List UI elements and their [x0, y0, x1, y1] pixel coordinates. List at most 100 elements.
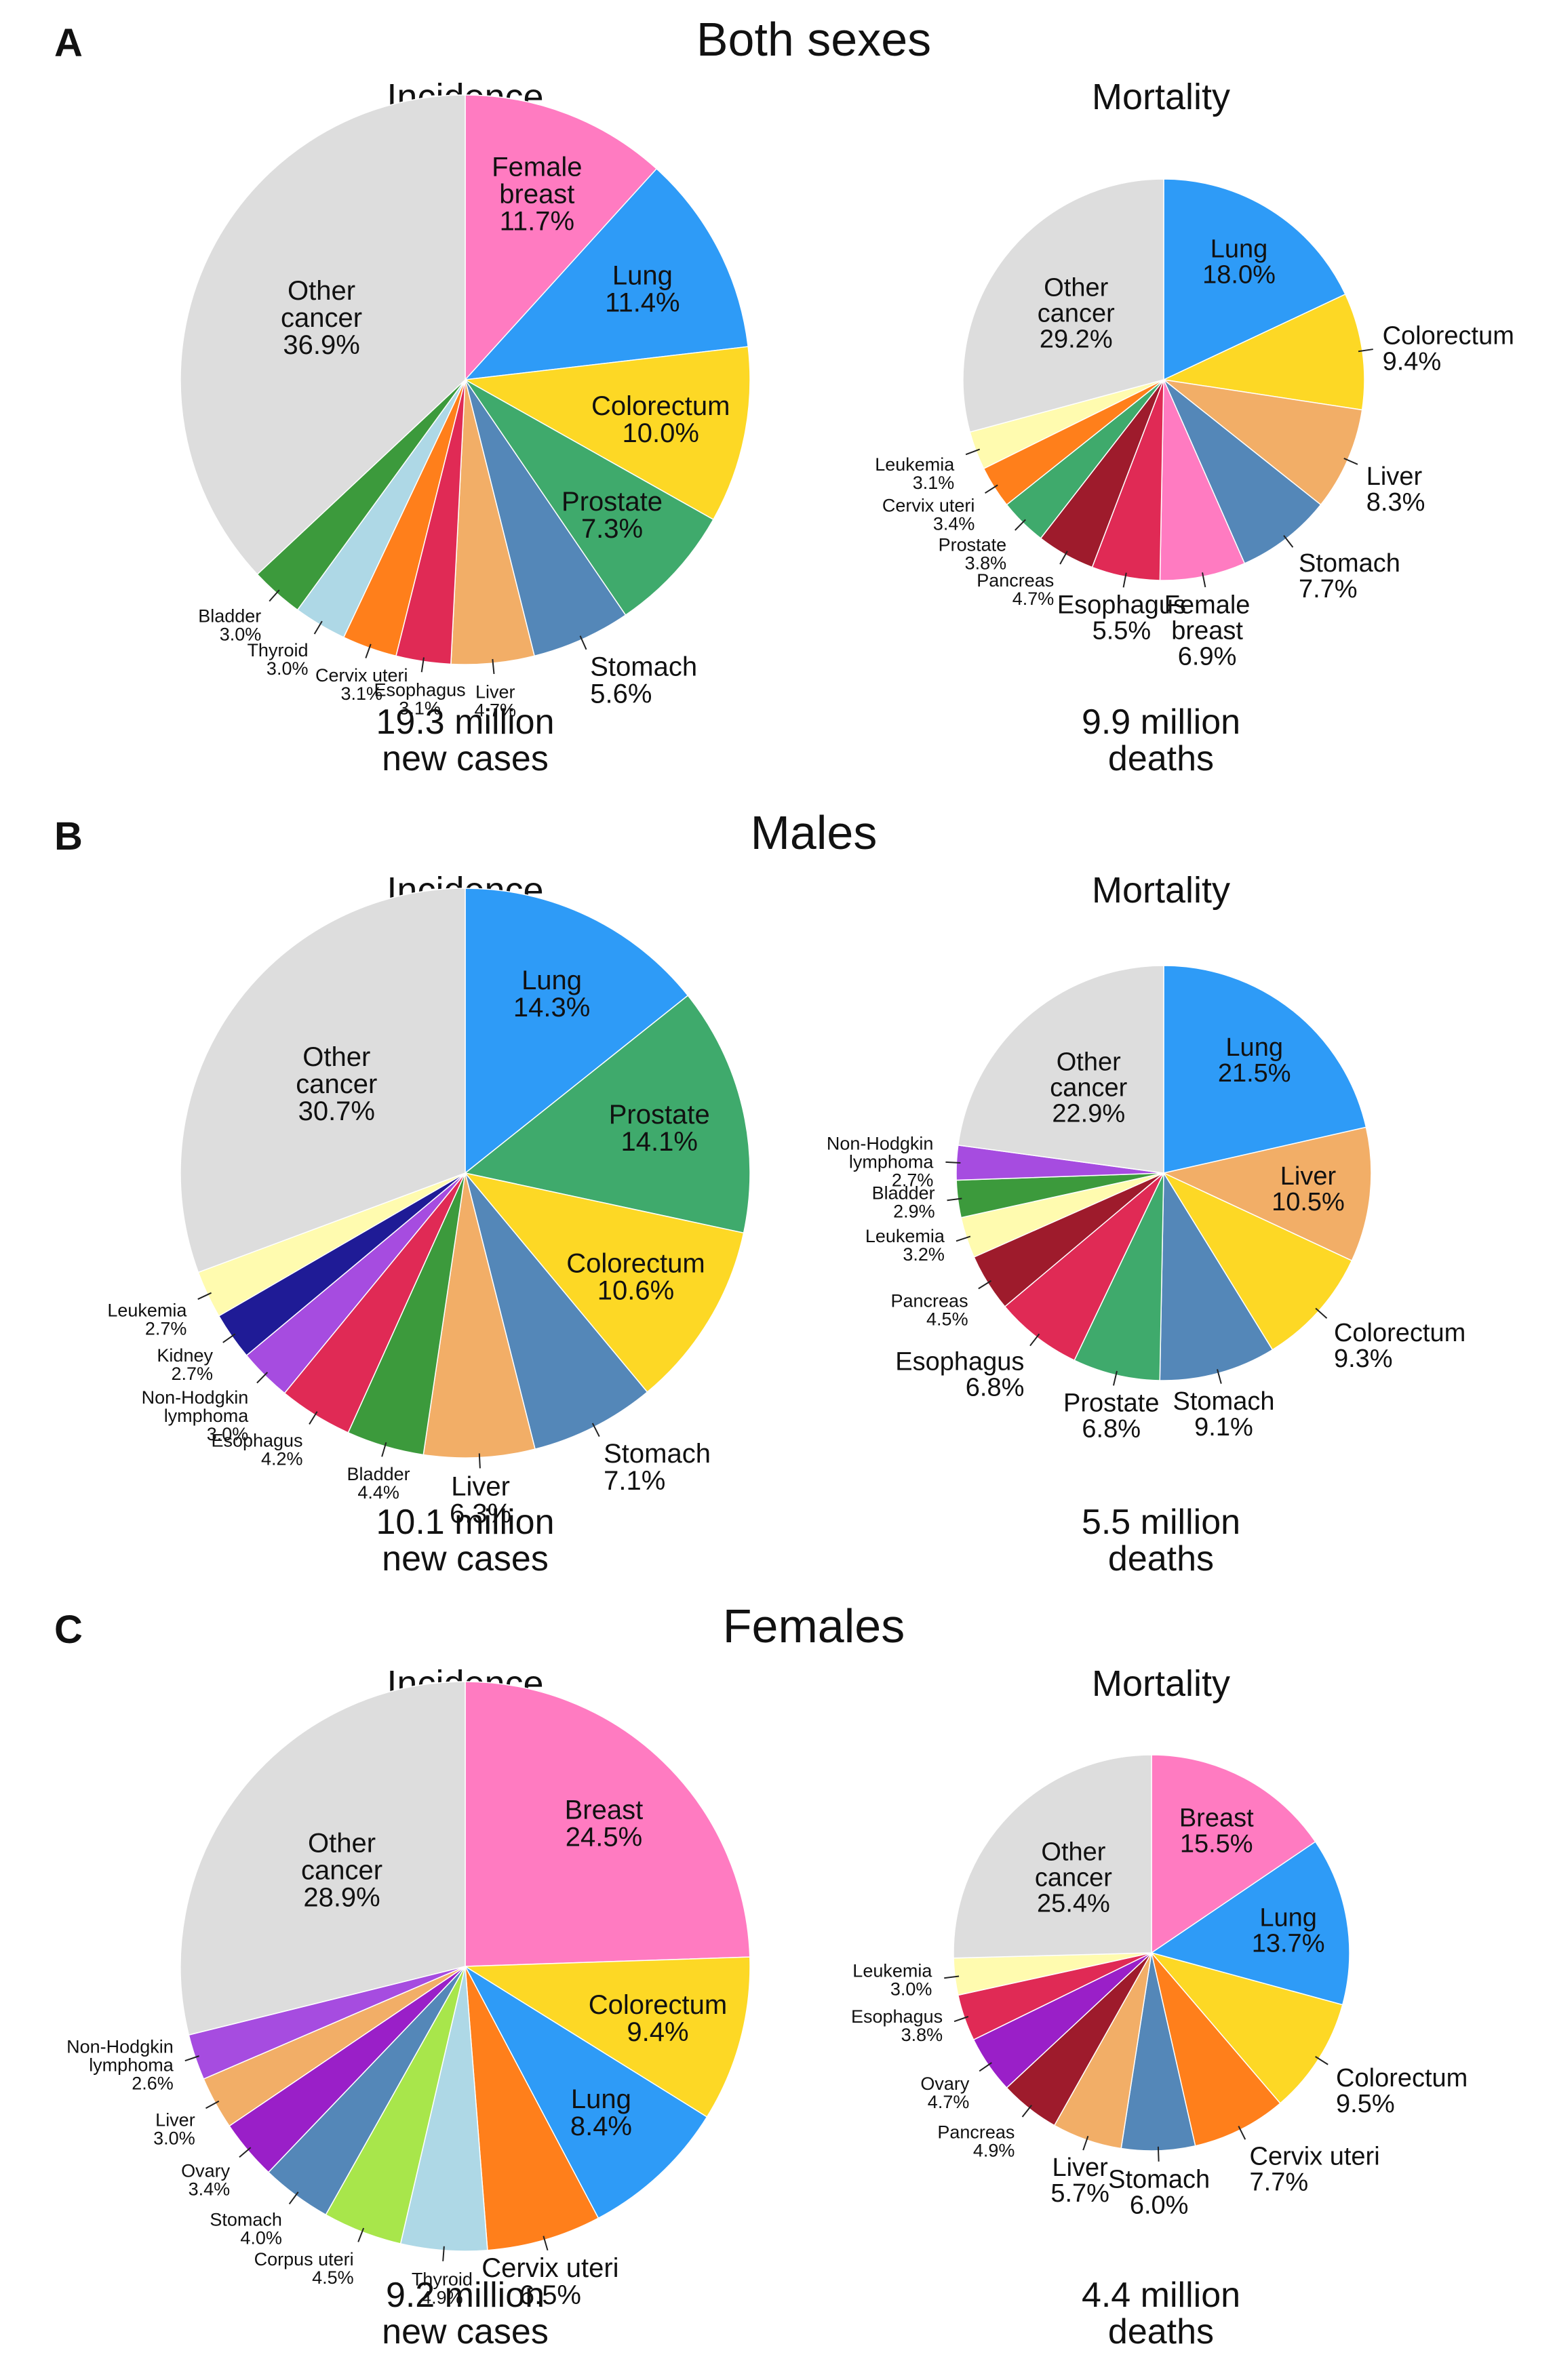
total-line1: 4.4 million — [1081, 2276, 1241, 2315]
pie-slice — [463, 1956, 751, 2118]
panel-title: Females — [722, 1600, 905, 1652]
slice-value: 4.9% — [973, 2141, 1015, 2161]
pie-b-incidence — [180, 888, 751, 1459]
slice-label: Pancreas — [891, 1291, 968, 1311]
leader-line — [1343, 458, 1358, 465]
leader-line — [1082, 2135, 1089, 2151]
slice-value: 6.8% — [1082, 1415, 1141, 1444]
slice-label: Thyroid — [247, 640, 308, 660]
slice-value: 4.7% — [1012, 589, 1055, 609]
pie-slice — [1163, 965, 1367, 1174]
slice-value: 6.0% — [1130, 2191, 1189, 2220]
slice-label: Non-Hodgkin — [827, 1133, 934, 1153]
pie-slice — [957, 965, 1164, 1174]
pie-slice — [962, 178, 1164, 433]
leader-line — [205, 2100, 220, 2109]
slice-label: Liver — [451, 1471, 510, 1501]
pie-slice — [464, 1172, 745, 1393]
slice-value: 2.6% — [132, 2073, 174, 2093]
slice-value: 7.7% — [1299, 575, 1358, 603]
slice-value: 14.1% — [621, 1127, 698, 1157]
slice-label: Bladder — [872, 1183, 935, 1203]
slice-value: 3.1% — [913, 473, 955, 493]
total-line2: deaths — [1107, 2312, 1215, 2352]
slice-value: 4.0% — [240, 2227, 282, 2248]
slice-label: Kidney — [157, 1345, 213, 1366]
slice-value: 22.9% — [1052, 1100, 1125, 1128]
total-line1: 19.3 million — [376, 702, 555, 742]
panel-a: A Both sexes Incidence Mortality 19.3 mi… — [0, 0, 1555, 793]
leader-line — [579, 635, 587, 650]
slice-value: 5.5% — [1093, 617, 1152, 646]
slice-label-line2: cancer — [1050, 1074, 1127, 1103]
pie-slice — [464, 1964, 708, 2219]
slice-label: Cervix uteri — [481, 2253, 618, 2283]
slice-value: 10.0% — [623, 418, 699, 448]
leader-line — [288, 2191, 299, 2205]
slice-value: 3.1% — [340, 683, 382, 704]
slice-label-line2: lymphoma — [89, 2055, 174, 2075]
slice-label: Prostate — [609, 1100, 710, 1130]
slice-value: 2.7% — [171, 1364, 213, 1384]
pie-a-incidence — [180, 94, 751, 665]
mortality-total: 5.5 million deaths — [890, 1504, 1432, 1577]
leader-line — [420, 657, 425, 673]
slice-label: Other — [308, 1829, 376, 1859]
slice-value: 10.5% — [1272, 1188, 1345, 1216]
slice-label: Stomach — [604, 1439, 711, 1469]
slice-label: Liver — [1366, 462, 1423, 491]
slice-value: 11.4% — [605, 287, 680, 317]
slice-label: Esophagus — [211, 1430, 302, 1450]
pie-slice — [465, 94, 658, 381]
incidence-total: 9.2 million new cases — [194, 2277, 736, 2350]
slice-value: 4.7% — [474, 700, 516, 720]
leader-line — [1217, 1369, 1222, 1384]
leader-line — [956, 1235, 971, 1242]
slice-label: Non-Hodgkin — [66, 2036, 174, 2057]
slice-label: Colorectum — [589, 1990, 728, 2020]
slice-label: Lung — [1225, 1033, 1283, 1062]
leader-line — [965, 448, 981, 456]
leader-line — [1315, 1307, 1328, 1319]
slice-value: 3.8% — [901, 2025, 943, 2045]
pie-slice — [180, 888, 466, 1273]
panel-title: Both sexes — [696, 13, 932, 66]
slice-value: 3.1% — [399, 698, 441, 719]
slice-label: Stomach — [1108, 2166, 1210, 2194]
slice-value: 13.7% — [1252, 1930, 1325, 1958]
slice-value: 36.9% — [283, 330, 359, 360]
slice-label: Leukemia — [865, 1226, 945, 1246]
slice-label: Colorectum — [566, 1248, 705, 1278]
pie-slice — [464, 167, 749, 380]
slice-value: 9.5% — [1336, 2090, 1395, 2118]
